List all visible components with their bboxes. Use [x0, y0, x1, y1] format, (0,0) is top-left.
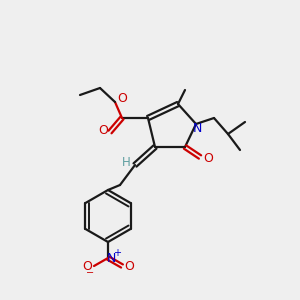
- Text: O: O: [98, 124, 108, 137]
- Text: N: N: [192, 122, 202, 134]
- Text: +: +: [113, 248, 121, 258]
- Text: O: O: [124, 260, 134, 272]
- Text: N: N: [106, 251, 116, 265]
- Text: H: H: [122, 157, 130, 169]
- Text: O: O: [203, 152, 213, 166]
- Text: O: O: [82, 260, 92, 272]
- Text: O: O: [117, 92, 127, 106]
- Text: −: −: [86, 268, 94, 278]
